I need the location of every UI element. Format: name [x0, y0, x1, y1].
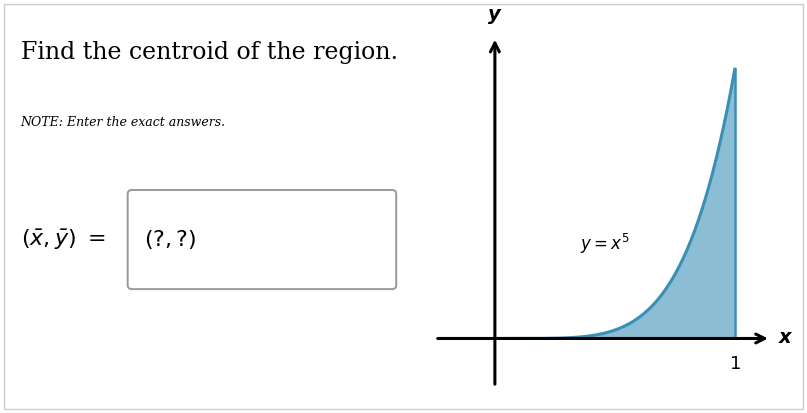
Text: NOTE: Enter the exact answers.: NOTE: Enter the exact answers. — [21, 116, 226, 128]
Text: $\boldsymbol{y}$: $\boldsymbol{y}$ — [487, 7, 503, 26]
Text: $\boldsymbol{x}$: $\boldsymbol{x}$ — [778, 330, 794, 347]
Text: $1$: $1$ — [729, 355, 741, 373]
Text: $y = x^5$: $y = x^5$ — [580, 232, 630, 256]
FancyBboxPatch shape — [128, 190, 396, 289]
Text: $(\bar{x},\bar{y})\ =$: $(\bar{x},\bar{y})\ =$ — [21, 227, 106, 252]
Text: $(?,?)$: $(?,?)$ — [144, 228, 197, 251]
Text: Find the centroid of the region.: Find the centroid of the region. — [21, 41, 398, 64]
